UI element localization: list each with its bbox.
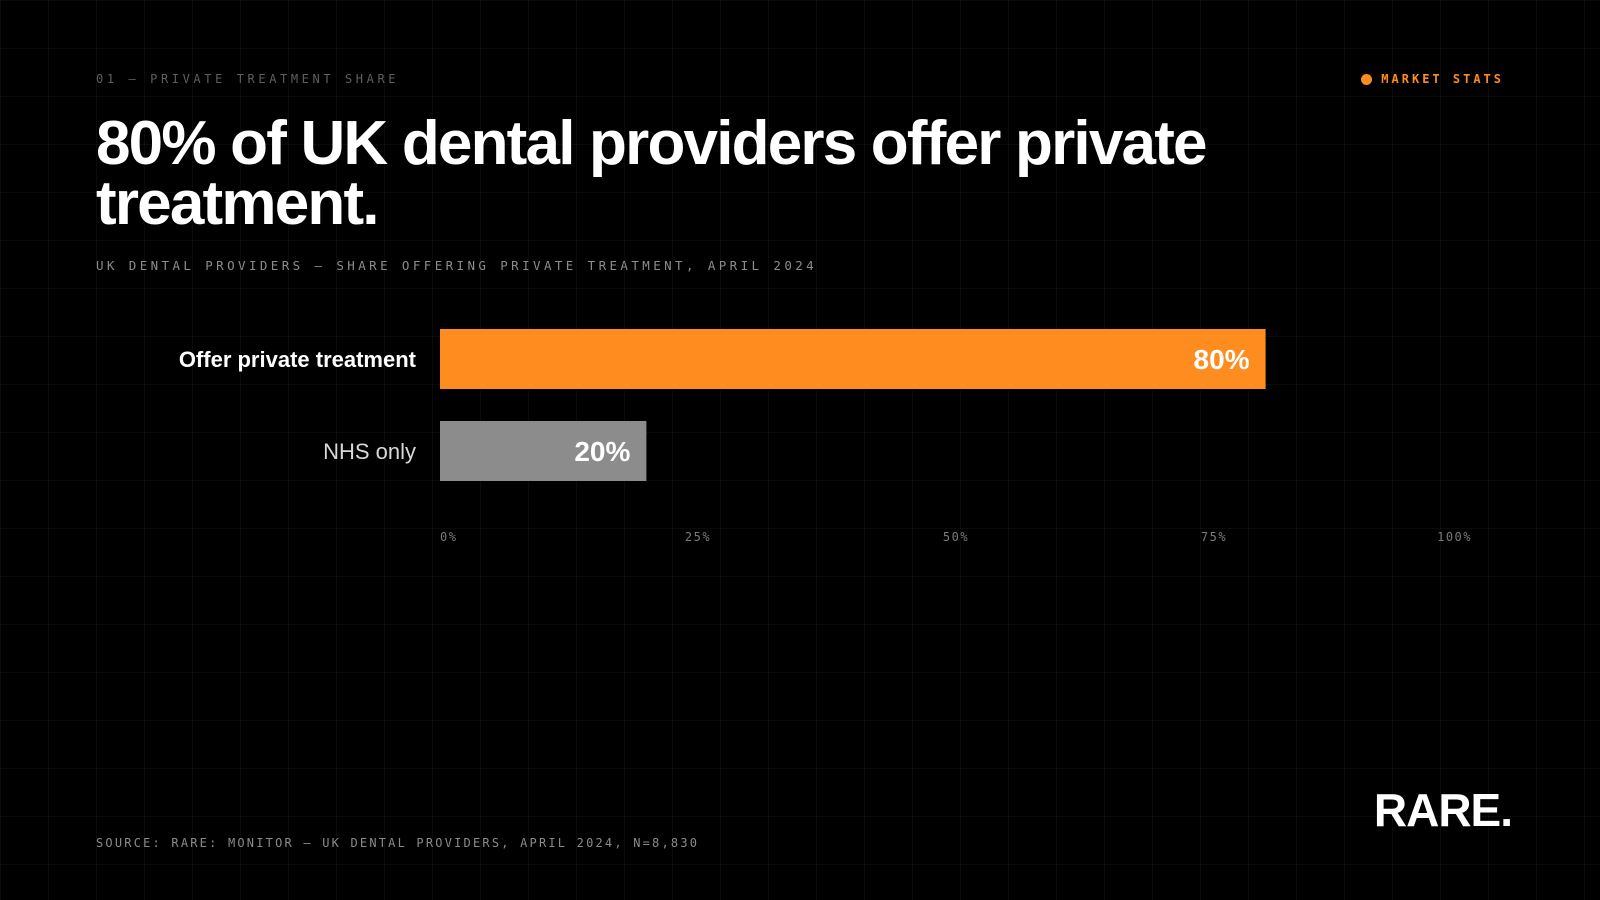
value-label-0: 80% xyxy=(1194,344,1250,375)
page-title: 80% of UK dental providers offer private… xyxy=(96,109,1208,238)
rare-logo: RARE. xyxy=(1373,784,1513,836)
category-label-0: Offer private treatment xyxy=(179,347,417,372)
value-label-1: 20% xyxy=(574,436,630,467)
bar-1 xyxy=(440,421,647,481)
x-tick-label-4: 100% xyxy=(1437,530,1472,544)
x-tick-label-3: 75% xyxy=(1201,530,1227,544)
bar-0 xyxy=(440,329,1266,389)
category-label-1: NHS only xyxy=(323,439,416,464)
source-note: SOURCE: RARE: MONITOR — UK DENTAL PROVID… xyxy=(96,836,700,850)
market-stats-label: MARKET STATS xyxy=(1381,72,1504,86)
x-tick-label-1: 25% xyxy=(685,530,711,544)
x-tick-label-0: 0% xyxy=(440,530,457,544)
market-stats-tag: MARKET STATS xyxy=(1361,72,1504,86)
eyebrow-label: 01 — PRIVATE TREATMENT SHARE xyxy=(96,72,400,86)
status-dot-icon xyxy=(1361,73,1373,85)
chart-subtitle: UK DENTAL PROVIDERS — SHARE OFFERING PRI… xyxy=(96,258,818,273)
x-tick-label-2: 50% xyxy=(943,530,969,544)
